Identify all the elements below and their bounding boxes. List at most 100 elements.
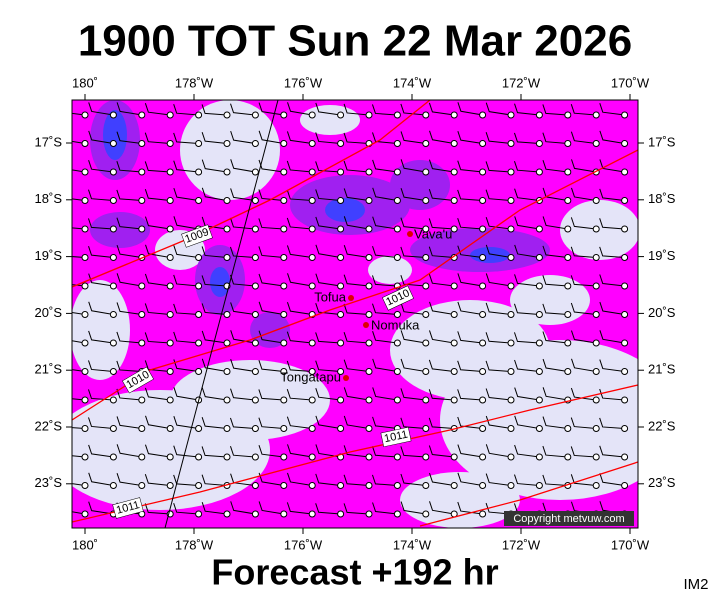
barb [173,274,199,287]
barb [201,358,228,372]
barb-station [592,254,600,261]
place-label: Tofua [314,289,347,304]
barb-station [621,368,629,375]
copyright-box [504,511,634,526]
barb [72,311,86,315]
barb-station [138,225,146,233]
barb-station [535,396,543,404]
barb [371,474,398,486]
barb-station [393,254,401,261]
barb [514,274,540,287]
barb [457,273,483,287]
barb-station [308,396,316,404]
barb [457,130,483,144]
barb [72,227,86,230]
barb [542,358,568,372]
barb [570,217,597,230]
barb [513,132,540,144]
barb [230,159,256,173]
barb-station [251,510,259,518]
barb [372,387,398,401]
barb [315,273,341,287]
barb [372,159,398,173]
barb [286,131,313,144]
barb [485,360,512,372]
lon-label: 174˚W [393,75,432,90]
isobar-label: 1011 [383,429,409,446]
barb [88,160,114,173]
barb-station [450,197,458,204]
barb-station [479,368,487,375]
barb-station [109,311,117,318]
barb [457,331,483,344]
barb-station [138,453,146,461]
barb [72,198,86,201]
barb-station [393,482,401,489]
barb-station [507,225,515,233]
copyright: Copyright metvuw.com [513,513,624,525]
barb-station [308,140,316,147]
barb-station [337,339,345,347]
barb [258,417,284,429]
barb [343,103,370,116]
barb [429,130,455,144]
barb-station [507,282,515,290]
barb [400,330,426,344]
barb [72,140,86,144]
barb [485,332,512,344]
barb [570,446,597,458]
place-dot [407,231,413,237]
barb [72,169,86,173]
place-dot [363,322,369,328]
barb [201,159,228,173]
map-frame [71,99,639,529]
lon-label: 178˚W [175,537,214,552]
barb-station [564,254,572,261]
lat-label: 22˚S [648,418,676,433]
barb [485,189,512,201]
barb [315,415,341,429]
barb-station [479,111,487,119]
barb-station [251,311,259,318]
barb [315,132,341,144]
lat-label: 18˚S [35,191,63,206]
places: Vava'u Tofua Nomuka Tongatapu [280,226,452,384]
barb-station [195,254,203,261]
barb [343,415,370,429]
barb [371,446,398,458]
barb-station [365,510,373,518]
lon-label: 178˚W [175,75,214,90]
lon-label: 172˚W [502,75,541,90]
barb [485,302,512,315]
lon-label: 176˚W [284,537,323,552]
barb [400,417,426,429]
barb-station [337,510,345,518]
barb-station [337,254,345,261]
barb-station [564,425,572,432]
barb [400,187,426,201]
lat-label: 17˚S [648,134,676,149]
barb-station [223,225,231,233]
barb-station [365,254,373,261]
barb-station [308,425,316,432]
barb-station [564,111,572,119]
barb [286,331,313,344]
barb [201,303,228,315]
barb [542,387,568,401]
barb [400,246,426,258]
barb-station [393,311,401,318]
barb [88,301,114,315]
barb [570,246,597,258]
barb-station [365,368,373,375]
barb [201,474,228,486]
barb [201,417,228,429]
barb-station [621,111,629,119]
barb [88,444,114,458]
barb-station [280,453,288,461]
barb-station [450,282,458,290]
barb [173,445,199,458]
barb [372,216,398,230]
barb-station [109,368,117,375]
barb-station [479,510,487,518]
barb-station [308,111,316,119]
